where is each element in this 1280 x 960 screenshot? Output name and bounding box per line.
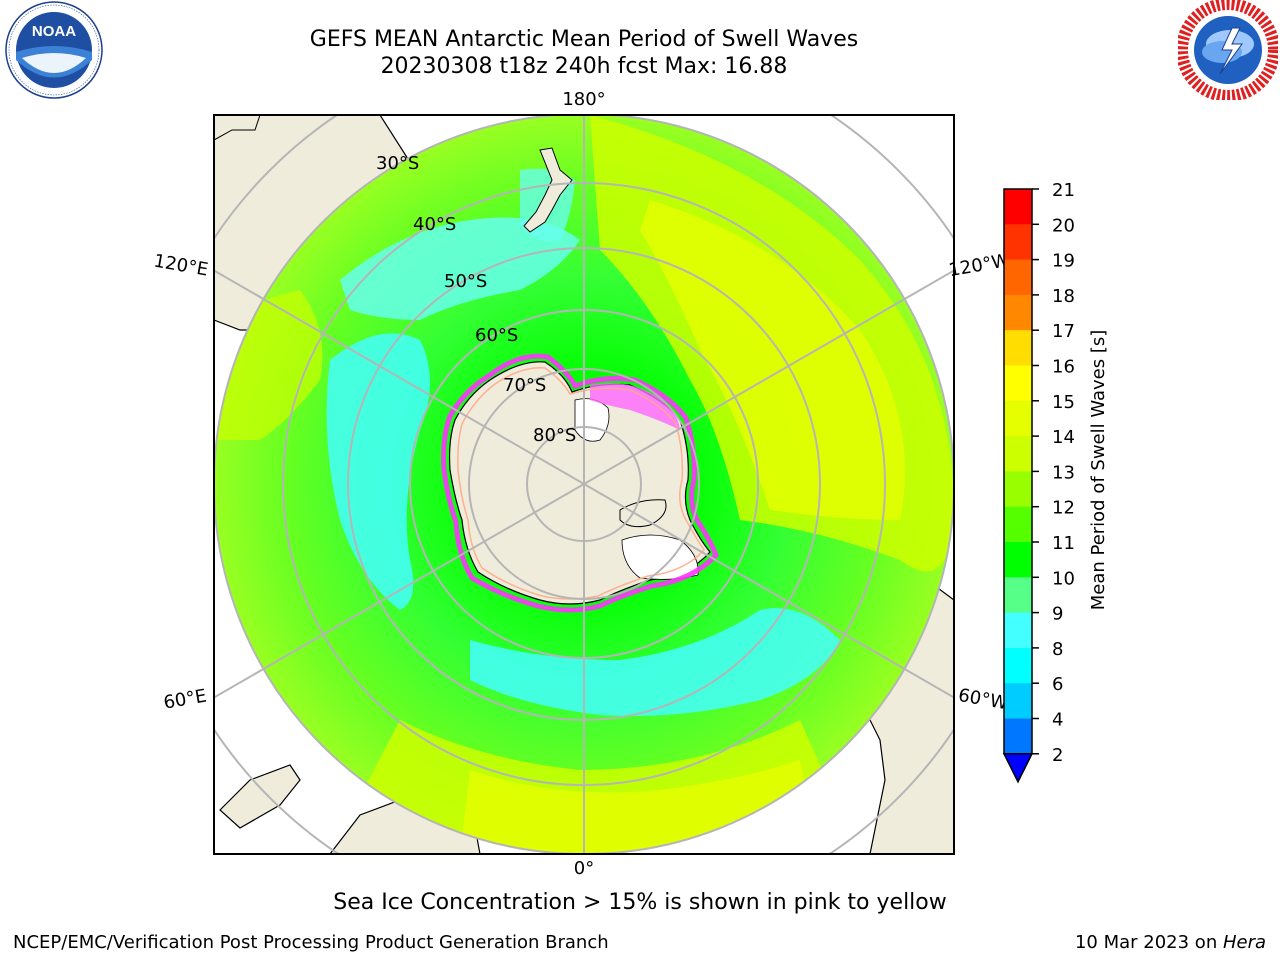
colorbar-tick-label: 9 [1052, 604, 1063, 625]
colorbar-tick-label: 4 [1052, 710, 1063, 731]
colorbar-tick-label: 2 [1052, 745, 1063, 766]
colorbar-tick-label: 14 [1052, 427, 1075, 448]
colorbar-segment [1004, 189, 1032, 225]
colorbar-tick-label: 21 [1052, 180, 1075, 201]
colorbar-segment [1004, 506, 1032, 543]
map-contents: 30°S 40°S 50°S 60°S 70°S 80°S [214, 115, 954, 854]
colorbar-segment [1004, 542, 1032, 578]
swell-region-long-pacific-core [640, 200, 905, 520]
colorbar-tick-label: 10 [1052, 568, 1075, 589]
lon-label-lower-right-bg [956, 684, 1002, 714]
colorbar-segment [1004, 718, 1032, 755]
colorbar-tick-label: 15 [1052, 392, 1075, 413]
colorbar-tick-label: 6 [1052, 674, 1063, 695]
sea-ice-edge [441, 353, 719, 613]
land-antarctic-peninsula [619, 499, 667, 528]
lon-label-lower-left: 60°E [162, 685, 208, 713]
colorbar-tick-label: 11 [1052, 533, 1075, 554]
colorbar-tick-label: 19 [1052, 251, 1075, 272]
sea-ice-caption: Sea Ice Concentration > 15% is shown in … [333, 890, 947, 915]
meridians [214, 115, 954, 854]
chart-subtitle: 20230308 t18z 240h fcst Max: 16.88 [380, 54, 788, 79]
colorbar-segment [1004, 259, 1032, 296]
footer-host: Hera [1222, 932, 1266, 953]
sea-ice-edge-inner [457, 367, 705, 600]
lon-label-bottom: 0° [574, 858, 594, 879]
lon-label-top: 180° [562, 89, 605, 110]
colorbar-tick-label: 8 [1052, 639, 1063, 660]
map-frame [213, 114, 955, 855]
land-upper-left-corner [214, 115, 261, 141]
swell-region-short-atlantic [470, 608, 840, 716]
swell-region-short-tasman [340, 217, 580, 320]
lat-label-40s: 40°S [413, 214, 456, 235]
svg-text:NOAA: NOAA [32, 23, 76, 40]
colorbar-tick-label: 18 [1052, 286, 1075, 307]
colorbar-segment [1004, 365, 1032, 402]
colorbar-segment [1004, 436, 1032, 472]
colorbar-tick-label: 16 [1052, 357, 1075, 378]
lat-label-60s: 60°S [475, 325, 518, 346]
nws-logo [1178, 0, 1278, 100]
colorbar-label: Mean Period of Swell Waves [s] [1088, 330, 1109, 611]
sea-ice-zone [590, 382, 680, 430]
colorbar-tick-label: 20 [1052, 215, 1075, 236]
colorbar-segment [1004, 577, 1032, 614]
colorbar-segment [1004, 647, 1032, 684]
colorbar-tick-label: 17 [1052, 321, 1075, 342]
land-new-zealand [523, 147, 573, 233]
footer-credit: NCEP/EMC/Verification Post Processing Pr… [13, 932, 609, 953]
lat-label-70s: 70°S [503, 375, 546, 396]
footer-date-text: 10 Mar 2023 on [1074, 932, 1223, 953]
lon-label-upper-right: 120°W [947, 250, 1011, 281]
swell-region-short-indian [326, 333, 430, 610]
footer-date: 10 Mar 2023 on Hera [1075, 932, 1266, 953]
colorbar-tick-label: 13 [1052, 462, 1075, 483]
lon-label-upper-left: 120°E [152, 250, 210, 280]
colorbar-segment [1004, 471, 1032, 508]
colorbar-segment [1004, 224, 1032, 261]
colorbar-segment [1004, 400, 1032, 437]
lat-label-30s: 30°S [376, 153, 419, 174]
meridian-120e-60w [214, 269, 954, 699]
colorbar-extend-arrow [1002, 753, 1034, 784]
lat-label-80s: 80°S [533, 425, 576, 446]
colorbar-tick-label: 12 [1052, 498, 1075, 519]
colorbar-segment [1004, 330, 1032, 366]
chart-title: GEFS MEAN Antarctic Mean Period of Swell… [309, 27, 859, 52]
colorbar-segment [1004, 683, 1032, 719]
lat-label-50s: 50°S [444, 271, 487, 292]
colorbar: 21 20 19 18 17 16 15 14 13 12 11 10 9 8 6 4 2 [1002, 180, 1075, 784]
noaa-logo: NOAA [5, 1, 103, 99]
colorbar-segment [1004, 294, 1032, 331]
land-madagascar [219, 764, 301, 829]
colorbar-segment [1004, 612, 1032, 649]
ice-shelf-ross [574, 398, 610, 442]
